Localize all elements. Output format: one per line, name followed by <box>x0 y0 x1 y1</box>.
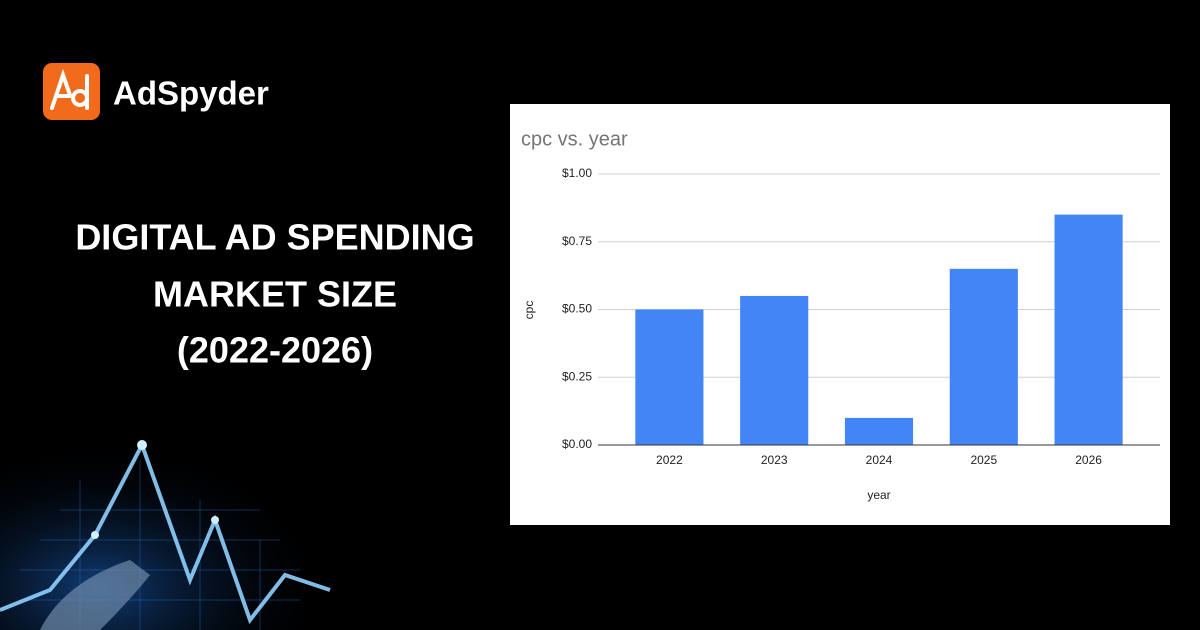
headline-line: (2022-2026) <box>177 330 373 371</box>
bar <box>1054 214 1123 445</box>
bar <box>740 295 809 445</box>
bar <box>635 309 704 445</box>
brand-name: AdSpyder <box>113 75 269 112</box>
x-tick-label: 2024 <box>866 453 893 467</box>
chart-title: cpc vs. year <box>521 128 628 150</box>
chart: cpc vs. year year cpc $0.00 $0.25 $0.50 $0.… <box>510 104 1170 525</box>
y-tick-label: $0.50 <box>562 302 592 316</box>
x-tick-label: 2022 <box>656 453 683 467</box>
y-tick-label: $0.00 <box>562 437 592 451</box>
headline-line: MARKET SIZE <box>153 274 397 315</box>
bar <box>949 268 1018 445</box>
x-tick-label: 2023 <box>761 453 788 467</box>
y-tick-label: $0.75 <box>562 234 592 248</box>
x-tick-label: 2025 <box>970 453 997 467</box>
y-tick-label: $1.00 <box>562 166 592 180</box>
y-tick-label: $0.25 <box>562 369 592 383</box>
x-tick-label: 2026 <box>1075 453 1102 467</box>
headline: DIGITAL AD SPENDING MARKET SIZE (2022-20… <box>75 217 474 371</box>
logo-icon <box>43 63 100 120</box>
decorative-graph <box>0 420 331 630</box>
bar <box>844 417 914 445</box>
x-axis-label: year <box>867 488 890 502</box>
headline-line: DIGITAL AD SPENDING <box>75 217 474 258</box>
logo: AdSpyder <box>43 63 269 120</box>
y-axis-label: cpc <box>522 301 536 320</box>
